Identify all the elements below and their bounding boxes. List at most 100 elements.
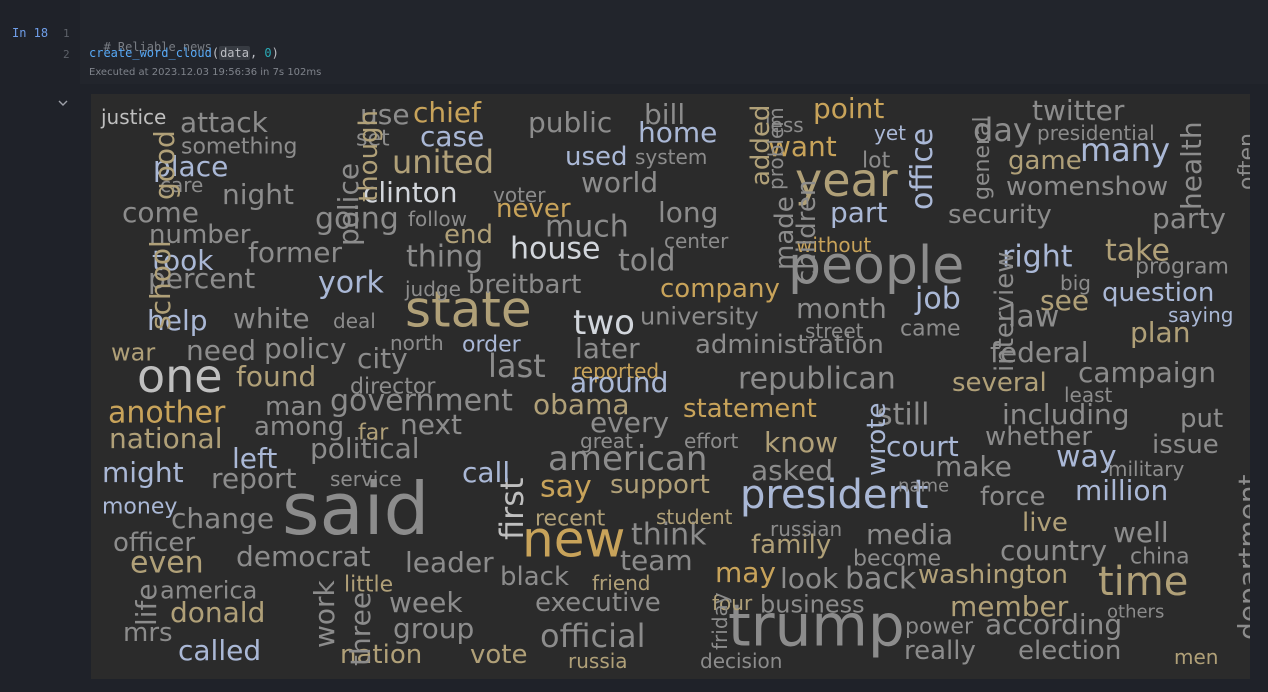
cloud-word: say [540,470,592,505]
cloud-word: media [866,518,953,551]
cloud-word: russia [568,649,628,673]
cloud-word: world [581,166,658,199]
cloud-word: see [1040,284,1089,317]
cloud-word: china [1130,545,1190,570]
cloud-word: less [765,113,804,137]
cloud-word: university [640,302,759,330]
cloud-word: every [590,406,669,439]
cloud-word: another [108,396,226,431]
cloud-word: saying [1168,303,1233,327]
cloud-word: used [565,142,628,172]
cloud-word: vote [470,640,527,670]
cloud-word: man [265,392,323,422]
cloud-word: health [1175,121,1208,210]
cloud-word: left [232,442,277,475]
cloud-word: government [330,384,513,419]
cloud-word: use [360,98,410,131]
cloud-word: want [768,130,837,163]
cloud-word: good [148,130,181,200]
cloud-word: day [973,111,1032,149]
cloud-word: number [149,220,251,250]
cloud-word: house [510,232,600,267]
cloud-word: point [813,94,884,125]
execution-info: Executed at 2023.12.03 19:56:36 in 7s 10… [89,67,322,78]
cloud-word: officer [113,528,195,558]
cloud-word: made [770,196,800,270]
cloud-word: issue [1152,430,1219,460]
word-cloud-image: said trump state people new year one president t… [91,94,1250,679]
cloud-word: life [130,583,163,626]
cloud-word: said [282,467,429,551]
cloud-word: live [1022,508,1068,538]
cloud-word: others [1107,601,1164,622]
code-editor[interactable] [80,0,1268,84]
cloud-word: game [1008,146,1082,176]
cloud-word: year [795,153,898,207]
cloud-word: week [389,586,463,619]
cloud-word: center [664,229,729,253]
cloud-word: clinton [363,176,458,209]
cloud-word: month [796,292,887,325]
cell-execution-label: In 18 [12,26,49,40]
cloud-word: country [1000,534,1107,567]
cloud-word: bill [644,98,685,131]
cloud-word: two [573,303,635,343]
cloud-word: war [111,338,155,366]
cloud-word: white [233,302,310,335]
cloud-word: plan [1130,316,1190,349]
cloud-word: political [310,432,420,465]
cloud-word: chief [413,96,482,129]
cloud-word: still [877,398,929,433]
cloud-word: donald [170,596,265,629]
cloud-word: breitbart [468,270,581,300]
cloud-word: general [970,116,995,200]
cloud-word: asked [751,454,833,487]
cloud-word: power [905,615,974,640]
cloud-word: team [620,544,693,577]
cloud-word: justice [100,105,166,129]
cloud-word: school [144,240,177,330]
cloud-word: problem [764,107,788,190]
cloud-word: men [1174,645,1218,669]
cloud-word: need [186,334,256,367]
cloud-word: obama [533,388,630,421]
cloud-word: order [462,333,522,358]
code-line-call[interactable]: create_word_cloud(data, 0) [89,46,279,60]
cloud-word: election [1018,636,1121,666]
cloud-word: city [357,342,408,375]
code-line-comment[interactable]: # Reliable news [89,26,211,54]
cloud-word: interview [990,252,1020,372]
cloud-word: going [315,202,399,237]
cloud-word: name [898,475,949,496]
cloud-word: democrat [236,540,370,573]
cloud-word: republican [738,362,896,397]
cloud-word: security [948,200,1052,230]
cloud-word: according [985,608,1122,641]
cloud-word: department [1232,474,1250,640]
cloud-word: one [137,349,223,403]
cloud-word: law [1008,300,1059,335]
cloud-word: big [1060,271,1091,295]
cloud-word: decision [700,649,782,673]
cloud-word: party [1152,202,1226,235]
cloud-word: company [660,274,780,304]
cloud-word: care [160,173,203,197]
cloud-word: york [318,266,384,301]
cloud-word: great [580,429,633,453]
cloud-word: black [500,562,569,592]
cloud-word: wrote [862,403,892,476]
cloud-word: came [900,317,961,342]
cloud-word: national [109,422,222,455]
cloud-word: president [740,472,929,518]
cloud-word: administration [695,330,884,360]
cloud-word: question [1102,278,1214,308]
argument-separator: , [249,46,265,60]
cloud-word: take [1105,234,1170,269]
cloud-word: never [496,194,571,224]
cloud-word: make [935,450,1012,483]
cloud-word: trump [728,591,905,659]
close-paren: ) [271,46,279,60]
cloud-word: percent [148,262,255,295]
cloud-word: place [153,150,228,183]
chevron-down-icon[interactable] [57,97,69,109]
